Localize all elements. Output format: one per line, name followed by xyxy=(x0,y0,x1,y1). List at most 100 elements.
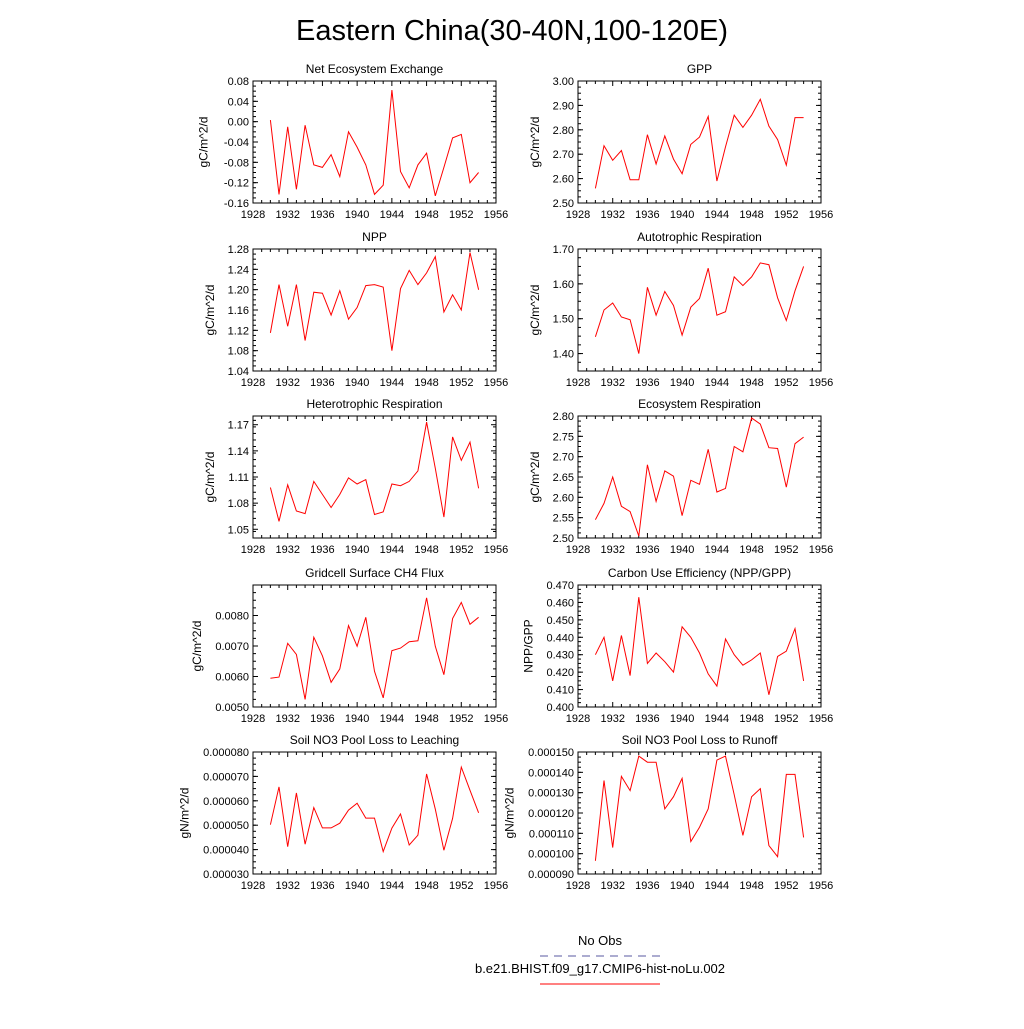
autotrophic-respiration-xtick-label: 1940 xyxy=(670,377,694,389)
soil-no3-pool-loss-to-runoff-xtick-label: 1932 xyxy=(600,880,624,892)
net-ecosystem-exchange-ytick-label: -0.12 xyxy=(224,178,249,190)
heterotrophic-respiration-ylabel: gC/m^2/d xyxy=(203,452,217,503)
heterotrophic-respiration-xtick-label: 1928 xyxy=(241,544,265,556)
npp-ytick-label: 1.04 xyxy=(228,366,249,378)
ecosystem-respiration-ytick-label: 2.75 xyxy=(553,431,574,443)
gridcell-surface-ch4-flux-series-line xyxy=(270,597,479,700)
gpp-xtick-label: 1928 xyxy=(566,209,590,221)
npp-ytick-label: 1.16 xyxy=(228,305,249,317)
ecosystem-respiration-ytick-label: 2.80 xyxy=(553,411,574,423)
gridcell-surface-ch4-flux-ytick-label: 0.0070 xyxy=(215,641,249,653)
heterotrophic-respiration-xtick-label: 1952 xyxy=(449,544,473,556)
gpp-xtick-label: 1956 xyxy=(809,209,833,221)
soil-no3-pool-loss-to-leaching-xtick-label: 1956 xyxy=(484,880,508,892)
soil-no3-pool-loss-to-runoff-ytick-label: 0.000130 xyxy=(528,788,574,800)
autotrophic-respiration-xtick-label: 1944 xyxy=(705,377,729,389)
gridcell-surface-ch4-flux-ylabel: gC/m^2/d xyxy=(190,621,204,672)
autotrophic-respiration-series-line xyxy=(594,262,805,354)
carbon-use-efficiency-npp-gpp-xtick-label: 1944 xyxy=(705,713,729,725)
heterotrophic-respiration-ytick-label: 1.05 xyxy=(228,524,249,536)
carbon-use-efficiency-npp-gpp-ytick-label: 0.400 xyxy=(546,702,574,714)
soil-no3-pool-loss-to-runoff-ytick-label: 0.000150 xyxy=(528,747,574,759)
main-title: Eastern China(30-40N,100-120E) xyxy=(296,15,728,47)
soil-no3-pool-loss-to-leaching-xtick-label: 1948 xyxy=(414,880,438,892)
gridcell-surface-ch4-flux-ytick-label: 0.0080 xyxy=(215,611,249,623)
carbon-use-efficiency-npp-gpp-panel: Carbon Use Efficiency (NPP/GPP) 1928 1932 1… xyxy=(522,566,834,725)
carbon-use-efficiency-npp-gpp-title: Carbon Use Efficiency (NPP/GPP) xyxy=(608,566,791,580)
gpp-panel: GPP 1928 1932 1936 1940 1944 1948 1952 1956 2.50 2… xyxy=(528,62,833,221)
soil-no3-pool-loss-to-runoff-xtick-label: 1956 xyxy=(809,880,833,892)
heterotrophic-respiration-series-line xyxy=(269,422,480,522)
soil-no3-pool-loss-to-runoff-xtick-label: 1936 xyxy=(635,880,659,892)
npp-xtick-label: 1956 xyxy=(484,377,508,389)
chart-panels: Net Ecosystem Exchange 1928 1932 1936 1940 19… xyxy=(178,62,834,892)
gpp-plot-frame xyxy=(577,80,822,204)
carbon-use-efficiency-npp-gpp-ylabel: NPP/GPP xyxy=(522,619,536,672)
heterotrophic-respiration-xtick-label: 1940 xyxy=(345,544,369,556)
npp-plot-frame xyxy=(252,248,497,372)
gpp-xtick-label: 1944 xyxy=(705,209,729,221)
gpp-series-line xyxy=(594,98,804,189)
npp-xtick-label: 1948 xyxy=(414,377,438,389)
ecosystem-respiration-xtick-label: 1952 xyxy=(774,544,798,556)
net-ecosystem-exchange-xtick-label: 1948 xyxy=(414,209,438,221)
gpp-xtick-label: 1936 xyxy=(635,209,659,221)
gridcell-surface-ch4-flux-xtick-label: 1936 xyxy=(310,713,334,725)
soil-no3-pool-loss-to-runoff-title: Soil NO3 Pool Loss to Runoff xyxy=(622,733,779,747)
ecosystem-respiration-xtick-label: 1944 xyxy=(705,544,729,556)
carbon-use-efficiency-npp-gpp-ytick-label: 0.460 xyxy=(546,597,574,609)
carbon-use-efficiency-npp-gpp-ytick-label: 0.440 xyxy=(546,632,574,644)
npp-xtick-label: 1932 xyxy=(275,377,299,389)
soil-no3-pool-loss-to-runoff-xtick-label: 1944 xyxy=(705,880,729,892)
soil-no3-pool-loss-to-runoff-panel: Soil NO3 Pool Loss to Runoff 1928 1932 1936… xyxy=(503,733,834,892)
net-ecosystem-exchange-xtick-label: 1936 xyxy=(310,209,334,221)
npp-title: NPP xyxy=(362,230,387,244)
carbon-use-efficiency-npp-gpp-plot-frame xyxy=(577,584,822,708)
npp-panel: NPP 1928 1932 1936 1940 1944 1948 1952 1956 1.04 1… xyxy=(203,230,508,389)
soil-no3-pool-loss-to-leaching-ytick-label: 0.000080 xyxy=(203,747,249,759)
gridcell-surface-ch4-flux-ytick-label: 0.0060 xyxy=(215,672,249,684)
carbon-use-efficiency-npp-gpp-series-line xyxy=(594,597,805,695)
npp-xtick-label: 1944 xyxy=(380,377,404,389)
gridcell-surface-ch4-flux-xtick-label: 1956 xyxy=(484,713,508,725)
soil-no3-pool-loss-to-leaching-ytick-label: 0.000060 xyxy=(203,796,249,808)
net-ecosystem-exchange-xtick-label: 1940 xyxy=(345,209,369,221)
gpp-xtick-label: 1952 xyxy=(774,209,798,221)
gridcell-surface-ch4-flux-xtick-label: 1944 xyxy=(380,713,404,725)
carbon-use-efficiency-npp-gpp-ytick-label: 0.470 xyxy=(546,580,574,592)
net-ecosystem-exchange-ylabel: gC/m^2/d xyxy=(197,117,211,168)
soil-no3-pool-loss-to-leaching-xtick-label: 1936 xyxy=(310,880,334,892)
autotrophic-respiration-xtick-label: 1932 xyxy=(600,377,624,389)
ecosystem-respiration-xtick-label: 1948 xyxy=(739,544,763,556)
net-ecosystem-exchange-xtick-label: 1956 xyxy=(484,209,508,221)
carbon-use-efficiency-npp-gpp-xtick-label: 1932 xyxy=(600,713,624,725)
heterotrophic-respiration-ytick-label: 1.14 xyxy=(228,446,249,458)
ecosystem-respiration-ytick-label: 2.65 xyxy=(553,472,574,484)
gpp-ylabel: gC/m^2/d xyxy=(528,117,542,168)
gridcell-surface-ch4-flux-title: Gridcell Surface CH4 Flux xyxy=(305,566,444,580)
net-ecosystem-exchange-xtick-label: 1928 xyxy=(241,209,265,221)
heterotrophic-respiration-xtick-label: 1936 xyxy=(310,544,334,556)
npp-ytick-label: 1.24 xyxy=(228,264,249,276)
ecosystem-respiration-series-line xyxy=(594,417,804,537)
net-ecosystem-exchange-series-line xyxy=(269,90,479,197)
soil-no3-pool-loss-to-runoff-xtick-label: 1952 xyxy=(774,880,798,892)
soil-no3-pool-loss-to-leaching-title: Soil NO3 Pool Loss to Leaching xyxy=(290,733,459,747)
net-ecosystem-exchange-ytick-label: 0.04 xyxy=(228,96,249,108)
npp-xtick-label: 1936 xyxy=(310,377,334,389)
heterotrophic-respiration-panel: Heterotrophic Respiration 1928 1932 1936 194… xyxy=(203,397,508,556)
autotrophic-respiration-ytick-label: 1.40 xyxy=(553,349,574,361)
net-ecosystem-exchange-ytick-label: -0.08 xyxy=(224,157,249,169)
soil-no3-pool-loss-to-leaching-ytick-label: 0.000030 xyxy=(203,869,249,881)
gpp-ytick-label: 2.70 xyxy=(553,149,574,161)
gridcell-surface-ch4-flux-xtick-label: 1932 xyxy=(275,713,299,725)
ecosystem-respiration-panel: Ecosystem Respiration 1928 1932 1936 1940 194… xyxy=(528,397,833,556)
carbon-use-efficiency-npp-gpp-ytick-label: 0.450 xyxy=(546,615,574,627)
soil-no3-pool-loss-to-runoff-ytick-label: 0.000110 xyxy=(529,828,574,840)
ecosystem-respiration-ytick-label: 2.55 xyxy=(553,513,574,525)
autotrophic-respiration-plot-frame xyxy=(577,248,822,372)
net-ecosystem-exchange-xtick-label: 1944 xyxy=(380,209,404,221)
autotrophic-respiration-title: Autotrophic Respiration xyxy=(637,230,762,244)
gpp-ytick-label: 3.00 xyxy=(553,76,574,88)
npp-ytick-label: 1.08 xyxy=(228,346,249,358)
